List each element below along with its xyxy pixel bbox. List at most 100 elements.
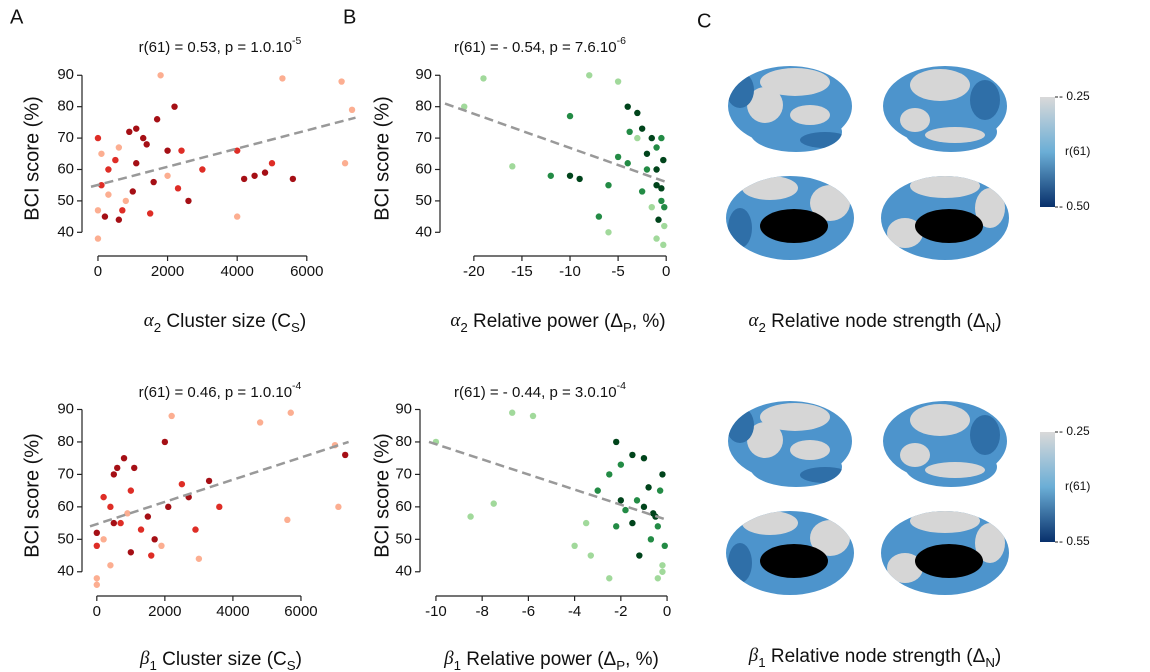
x-tick-label: 0: [94, 263, 102, 280]
x-tick-label: -10: [425, 603, 447, 620]
text-part: 2: [758, 320, 765, 335]
y-tick-label: 50: [395, 530, 412, 547]
data-point: [613, 438, 620, 446]
text-part: β: [139, 648, 150, 669]
y-tick-label: 80: [415, 98, 432, 115]
x-tick-label: -10: [559, 263, 581, 280]
data-point: [571, 542, 578, 550]
trend-line: [444, 102, 667, 184]
data-point: [661, 203, 668, 211]
data-point: [110, 471, 118, 478]
text-part: -5: [292, 35, 301, 47]
data-point: [105, 191, 112, 198]
y-axis-label: BCI score (%): [21, 433, 43, 557]
data-point: [151, 536, 158, 543]
stat-annotation: r(61) = - 0.54, p = 7.6.10-6: [454, 35, 626, 56]
data-point: [161, 438, 169, 446]
data-point: [648, 203, 655, 211]
data-point: [655, 216, 662, 223]
data-point: [100, 493, 107, 501]
data-point: [129, 188, 136, 195]
data-point: [653, 144, 660, 151]
data-point: [348, 106, 356, 114]
data-point: [148, 552, 155, 559]
data-point: [93, 542, 101, 550]
y-axis-label: BCI score (%): [371, 96, 393, 220]
brain-region: [910, 176, 980, 198]
brain-region: [970, 80, 1000, 120]
text-part: P: [623, 320, 632, 335]
data-point: [490, 500, 497, 507]
x-tick-label: -5: [611, 263, 624, 280]
data-point: [654, 575, 662, 582]
text-part: , %): [632, 311, 666, 332]
brain-region: [810, 520, 850, 556]
brain-region: [887, 553, 923, 583]
data-point: [98, 150, 105, 157]
data-point: [566, 112, 574, 120]
y-axis-label: BCI score (%): [21, 96, 43, 220]
y-tick-label: 40: [415, 223, 432, 240]
data-point: [94, 207, 102, 214]
text-part: α: [748, 310, 759, 331]
data-point: [595, 213, 603, 220]
data-point: [661, 542, 668, 550]
text-part: S: [287, 658, 296, 672]
panel-label: A: [10, 6, 24, 28]
y-tick-label: 90: [57, 400, 74, 417]
data-point: [107, 503, 114, 511]
brain: [728, 66, 852, 152]
y-axis-label: BCI score (%): [371, 433, 393, 557]
text-part: , %): [625, 649, 659, 670]
colorbar-label: r(61): [1065, 479, 1090, 493]
x-axis-label: α2 Relative power (ΔP, %): [450, 310, 665, 334]
panel-label: C: [697, 10, 711, 32]
text-part: β: [748, 645, 759, 666]
data-point: [629, 519, 636, 527]
x-tick-label: -15: [511, 263, 533, 280]
data-point: [126, 128, 133, 136]
y-tick-label: 60: [57, 498, 74, 515]
brain-region: [975, 188, 1005, 228]
colorbar-tick-label: - 0.25: [1059, 424, 1090, 438]
data-point: [119, 207, 126, 214]
brain: [881, 511, 1009, 595]
data-point: [649, 510, 657, 517]
y-tick-label: 60: [395, 498, 412, 515]
data-point: [660, 241, 667, 249]
brain-region: [810, 185, 850, 221]
brain-region: [925, 462, 985, 478]
x-tick-label: 4000: [216, 603, 249, 620]
brain: [883, 66, 1007, 152]
y-tick-label: 60: [415, 160, 432, 177]
text-part: Relative power (Δ: [461, 649, 617, 670]
brain: [883, 401, 1007, 487]
brain-region: [970, 415, 1000, 455]
text-part: 1: [150, 658, 157, 672]
data-point: [112, 156, 119, 164]
colorbar-label: r(61): [1065, 144, 1090, 158]
x-tick-label: 0: [93, 603, 101, 620]
y-tick-label: 70: [57, 465, 74, 482]
x-tick-label: 2000: [151, 263, 184, 280]
data-point: [653, 166, 660, 173]
data-point: [659, 471, 666, 478]
data-point: [467, 513, 474, 520]
text-part: Relative power (Δ: [468, 311, 624, 332]
data-point: [638, 125, 646, 132]
data-point: [205, 477, 213, 485]
text-part: Relative node strength (Δ: [766, 311, 986, 332]
brain-region: [790, 105, 830, 125]
data-point: [101, 213, 109, 220]
panel-label: B: [343, 6, 356, 28]
data-point: [605, 181, 612, 189]
data-point: [94, 235, 102, 242]
data-point: [144, 513, 152, 520]
y-tick-label: 80: [395, 433, 412, 450]
y-tick-label: 40: [57, 223, 74, 240]
y-tick-label: 80: [57, 433, 74, 450]
x-tick-label: -4: [568, 603, 581, 620]
data-point: [617, 497, 625, 504]
data-point: [164, 172, 171, 179]
brain-region: [900, 108, 930, 132]
